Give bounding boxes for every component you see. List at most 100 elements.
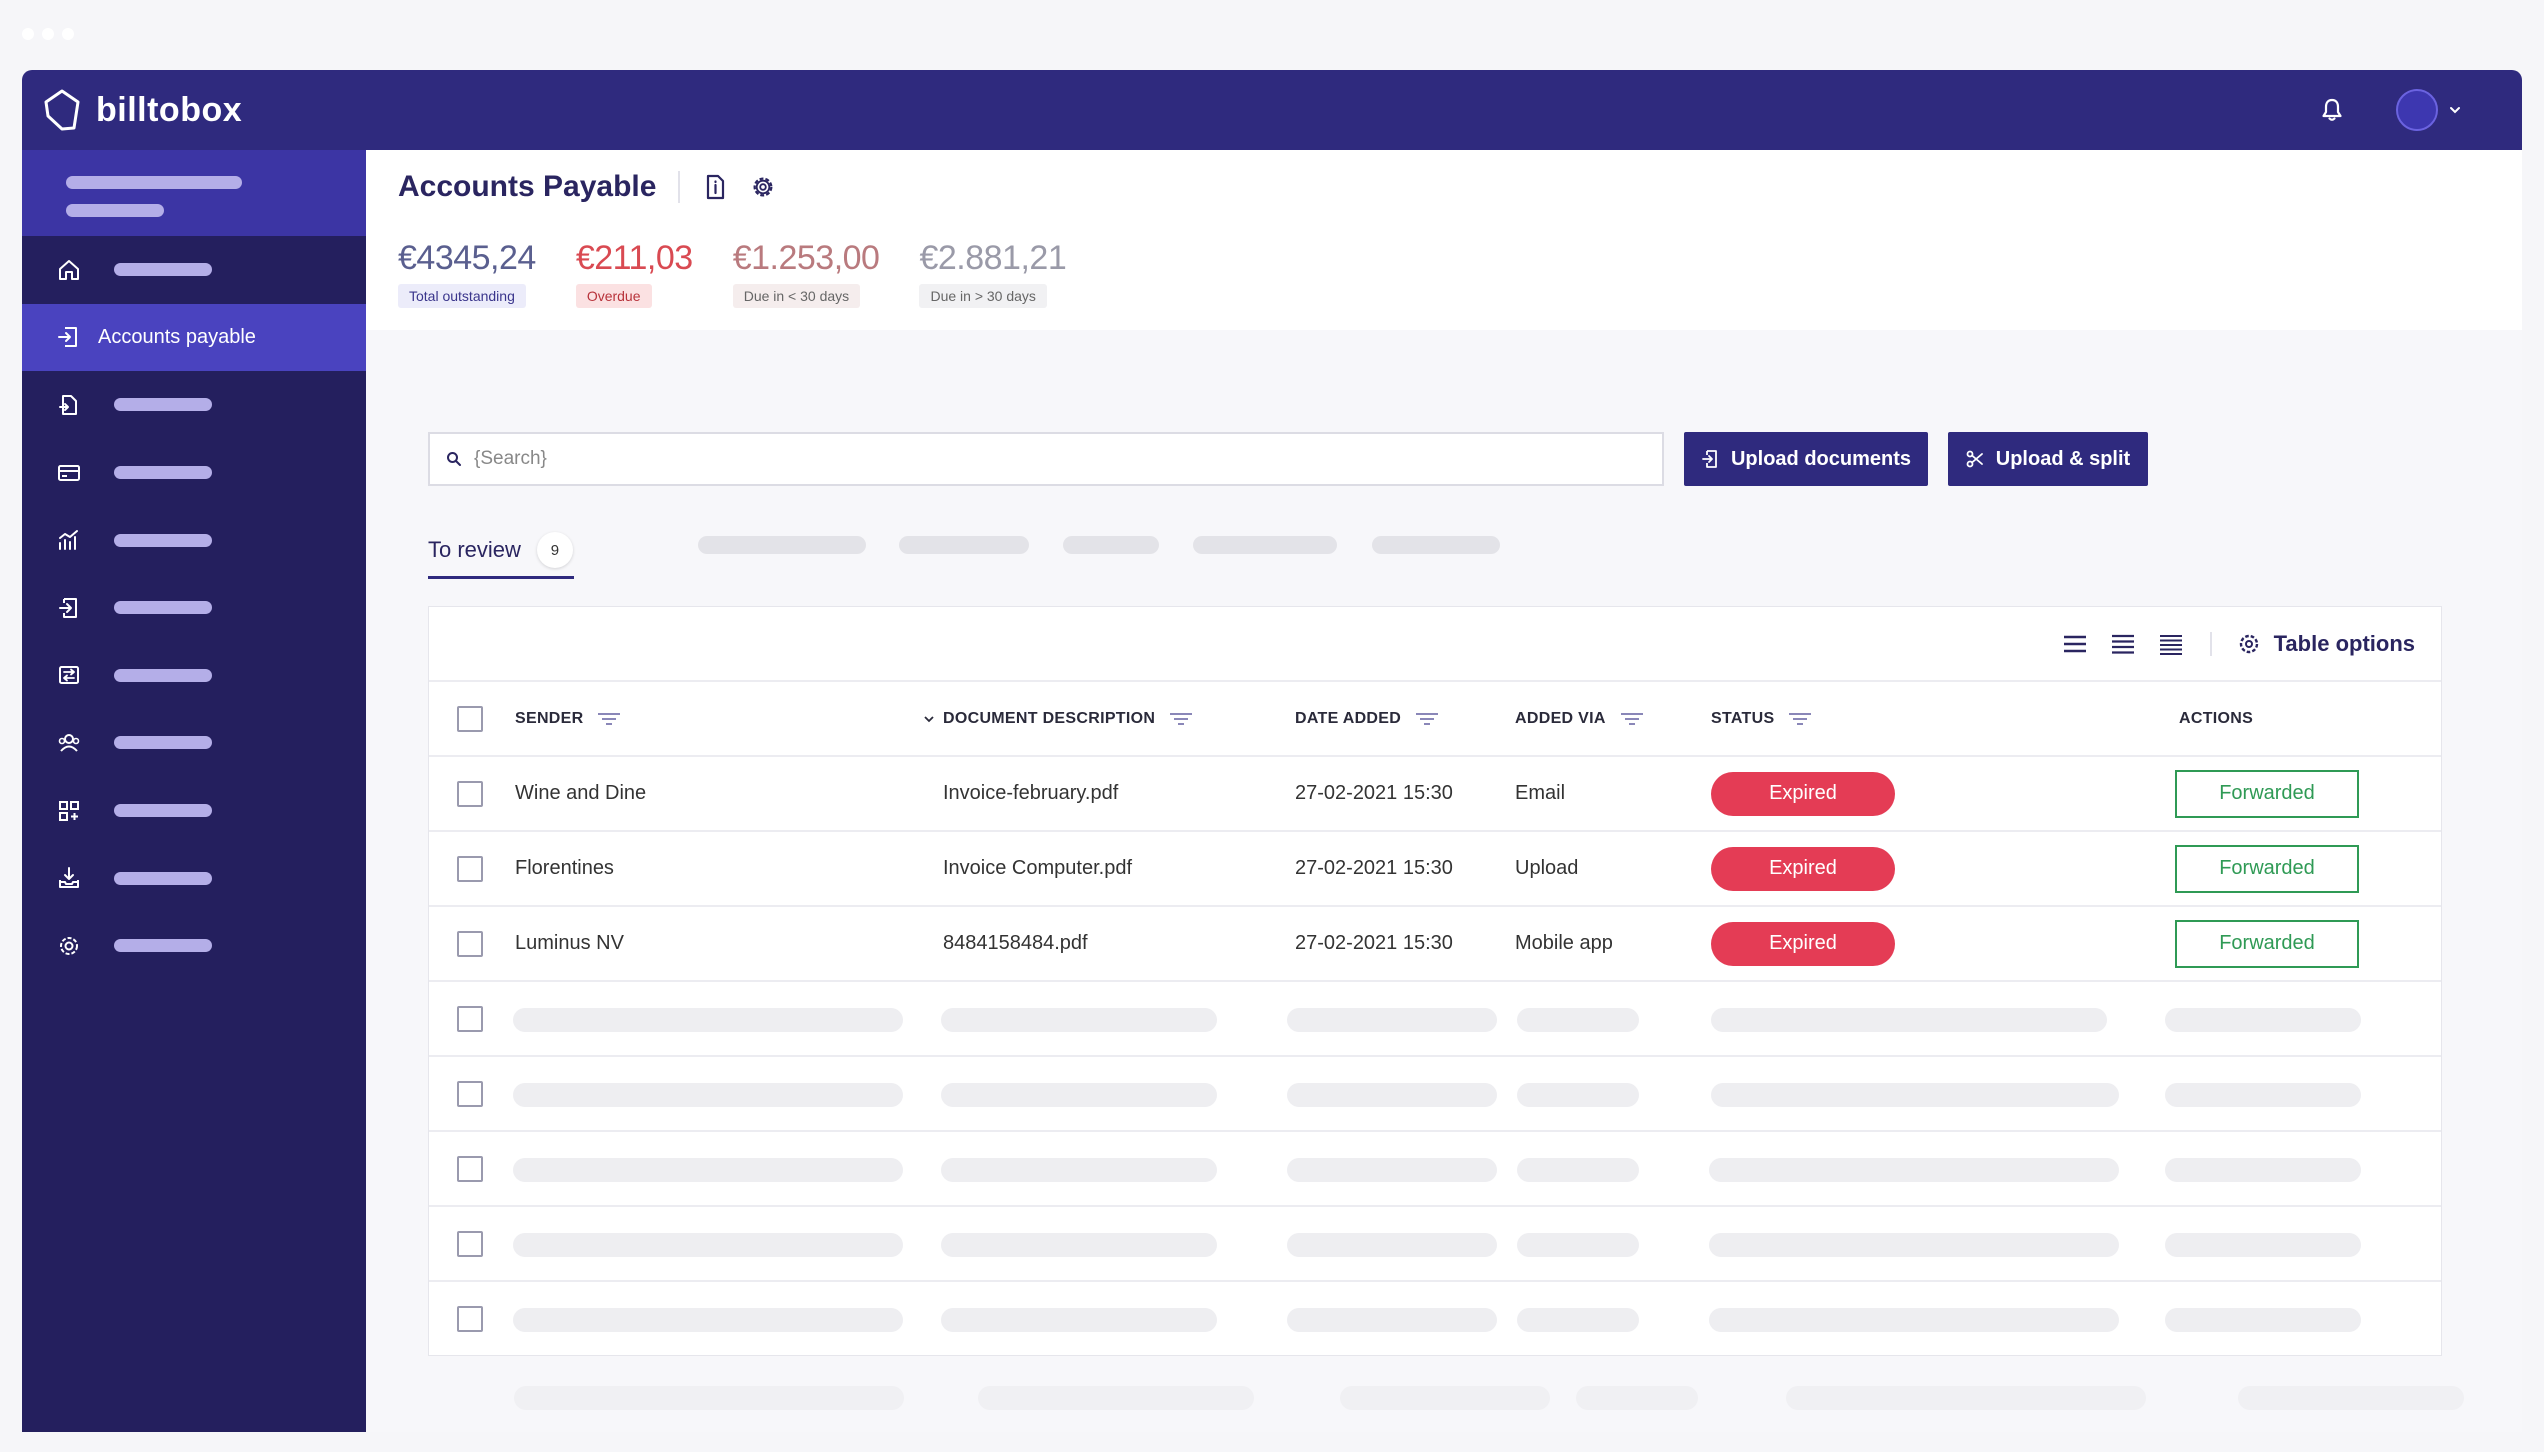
loading-placeholder [514,1386,904,1410]
loading-placeholder [941,1008,1217,1032]
loading-placeholder [1287,1308,1497,1332]
row-checkbox[interactable] [457,1006,483,1032]
date-cell: 27-02-2021 15:30 [1295,932,1453,954]
loading-placeholder [513,1008,903,1032]
chevron-down-icon[interactable] [2448,105,2462,115]
table-row[interactable]: Luminus NV 8484158484.pdf 27-02-2021 15:… [429,907,2441,982]
transfer-icon [59,666,79,685]
status-badge[interactable]: Expired [1711,771,1895,816]
table-row[interactable]: Florentines Invoice Computer.pdf 27-02-2… [429,832,2441,907]
sort-chevron-icon[interactable] [923,713,935,725]
filter-icon[interactable] [1788,712,1812,726]
table-options-button[interactable]: Table options [2238,631,2415,657]
placeholder-row [429,1207,2441,1282]
placeholder-row [429,1057,2441,1132]
sidebar-item-home[interactable] [22,236,366,304]
sidebar-item-downloads[interactable] [22,844,366,912]
status-badge[interactable]: Expired [1711,846,1895,891]
bell-icon[interactable] [2320,97,2344,123]
forwarded-button[interactable]: Forwarded [2175,919,2359,968]
info-document-icon[interactable] [702,173,728,201]
sender-cell: Wine and Dine [515,782,647,804]
description-cell: Invoice Computer.pdf [943,857,1132,879]
download-icon [59,867,79,889]
forwarded-button[interactable]: Forwarded [2175,769,2359,818]
tab-placeholder[interactable] [899,536,1029,554]
tab-placeholder[interactable] [1063,536,1159,554]
loading-placeholder [941,1308,1217,1332]
row-checkbox[interactable] [457,1231,483,1257]
filter-icon[interactable] [1415,712,1439,726]
column-header-added-via[interactable]: ADDED VIA [1515,682,1644,755]
loading-placeholder [941,1233,1217,1257]
loading-placeholder [2165,1308,2361,1332]
filter-icon[interactable] [597,712,621,726]
density-regular-icon[interactable] [2110,633,2136,655]
sidebar-item-bank[interactable] [22,439,366,507]
loading-placeholder [114,466,212,480]
sidebar-item-settings[interactable] [22,912,366,980]
density-comfortable-icon[interactable] [2062,633,2088,655]
status-badge[interactable]: Expired [1711,921,1895,966]
gear-icon[interactable] [750,173,776,201]
loading-placeholder [1517,1233,1639,1257]
row-checkbox[interactable] [457,856,483,882]
row-checkbox[interactable] [457,931,483,957]
column-header-description[interactable]: DOCUMENT DESCRIPTION [923,682,1193,755]
stat-overdue[interactable]: €211,03 Overdue [575,238,693,308]
select-all-checkbox[interactable] [457,706,483,732]
sidebar-item-reports[interactable] [22,506,366,574]
sidebar-item-contacts[interactable] [22,709,366,777]
tab-placeholder[interactable] [698,536,866,554]
column-header-date[interactable]: DATE ADDED [1295,682,1439,755]
stat-total-outstanding[interactable]: €4345,24 Total outstanding [398,238,536,308]
row-checkbox[interactable] [457,1081,483,1107]
row-checkbox[interactable] [457,1306,483,1332]
stat-due-after-30[interactable]: €2.881,21 Due in > 30 days [919,238,1067,308]
tab-count-badge: 9 [536,532,573,568]
description-cell: 8484158484.pdf [943,932,1088,954]
sidebar-item-receivables[interactable] [22,371,366,439]
column-header-sender[interactable]: SENDER [515,682,621,755]
company-switcher[interactable] [22,150,366,236]
added-via-cell: Upload [1515,857,1579,879]
column-title: DATE ADDED [1295,709,1402,727]
active-tab-indicator [428,576,574,579]
home-icon [59,259,79,280]
divider [2209,631,2212,656]
settings-icon [60,936,78,955]
row-checkbox[interactable] [457,1156,483,1182]
upload-document-icon [1702,450,1717,468]
actions-cell: Forwarded [2175,832,2359,905]
upload-and-split-button[interactable]: Upload & split [1948,432,2148,486]
sidebar-item-import[interactable] [22,574,366,642]
table-row[interactable]: Wine and Dine Invoice-february.pdf 27-02… [429,757,2441,832]
filter-icon[interactable] [1620,712,1644,726]
summary-stats: €4345,24 Total outstanding €211,03 Overd… [398,238,1106,308]
loading-placeholder [114,263,212,277]
tab-placeholder[interactable] [1372,536,1500,554]
sidebar-item-accounts-payable[interactable]: Accounts payable [22,303,366,372]
tab-to-review[interactable]: To review 9 [428,532,573,568]
search-input[interactable] [474,448,1624,470]
sidebar-item-transfers[interactable] [22,642,366,710]
density-compact-icon[interactable] [2158,633,2184,655]
stat-amount: €1.253,00 [732,239,880,277]
loading-placeholder [114,668,212,682]
stat-due-within-30[interactable]: €1.253,00 Due in < 30 days [732,238,880,308]
loading-placeholder [941,1083,1217,1107]
tab-placeholder[interactable] [1193,536,1337,554]
filter-icon[interactable] [1169,712,1193,726]
forwarded-button[interactable]: Forwarded [2175,844,2359,893]
row-checkbox[interactable] [457,781,483,807]
upload-documents-button[interactable]: Upload documents [1684,432,1928,486]
column-header-status[interactable]: STATUS [1711,682,1812,755]
loading-placeholder [513,1308,903,1332]
avatar[interactable] [2396,89,2438,131]
loading-placeholder [1711,1083,2119,1107]
loading-placeholder [1287,1158,1497,1182]
brand-logo[interactable]: billtobox [42,88,242,132]
page-header: Accounts Payable €4345,24 Total outstand… [366,150,2522,330]
sidebar-item-apps[interactable] [22,777,366,845]
scissors-icon [1966,450,1983,468]
